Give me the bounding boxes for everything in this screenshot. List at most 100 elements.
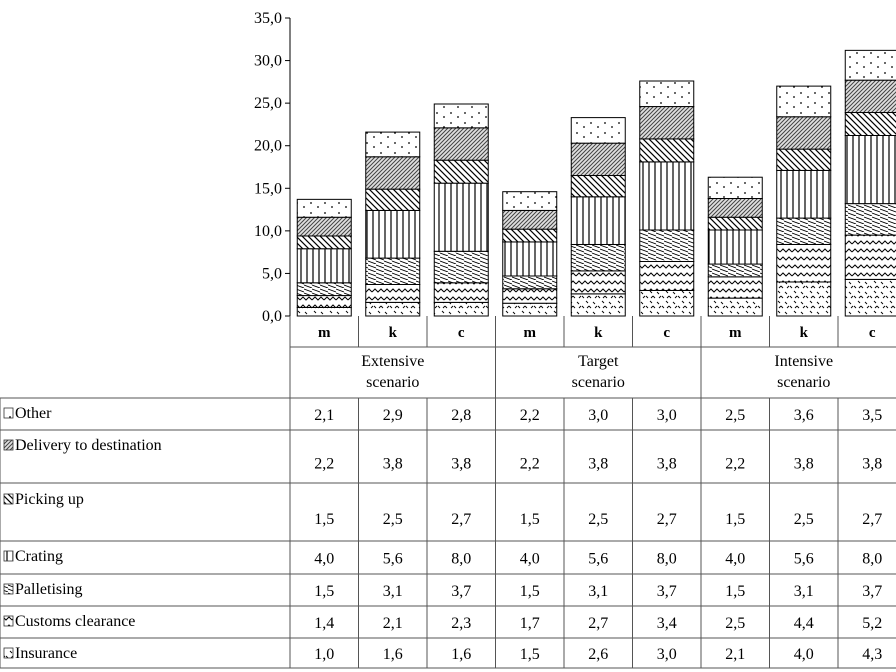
bar-segment-palletising bbox=[296, 282, 352, 297]
category-label: k bbox=[389, 325, 398, 341]
legend-label-insurance: Insurance bbox=[15, 645, 77, 662]
group-label: Target bbox=[578, 353, 619, 370]
bar-segment-customs-clearance bbox=[433, 282, 489, 303]
y-tick-label: 10,0 bbox=[254, 223, 282, 240]
value-cell: 3,0 bbox=[657, 646, 677, 663]
category-label: k bbox=[594, 325, 603, 341]
value-cell: 3,6 bbox=[794, 407, 814, 424]
legend-swatch-picking-up bbox=[3, 493, 14, 505]
value-cell: 3,8 bbox=[588, 456, 608, 473]
bar-segment-other bbox=[844, 49, 896, 81]
legend-label-palletising: Palletising bbox=[15, 581, 83, 598]
bar-segment-insurance bbox=[570, 293, 626, 317]
value-cell: 2,5 bbox=[588, 511, 608, 528]
value-cell: 1,7 bbox=[520, 615, 540, 632]
y-tick-label: 5,0 bbox=[262, 265, 282, 282]
value-cell: 8,0 bbox=[862, 551, 882, 568]
legend-label-other: Other bbox=[15, 405, 52, 422]
value-cell: 3,1 bbox=[588, 583, 608, 600]
bar-segment-crating bbox=[296, 248, 352, 284]
value-cell: 3,1 bbox=[383, 583, 403, 600]
bar-segment-palletising bbox=[502, 275, 558, 290]
bar-segment-picking-up bbox=[776, 148, 832, 171]
value-cell: 2,5 bbox=[383, 511, 403, 528]
legend-label-crating: Crating bbox=[15, 548, 63, 565]
value-cell: 2,2 bbox=[520, 407, 540, 424]
value-cell: 1,0 bbox=[314, 646, 334, 663]
bar-segment-customs-clearance bbox=[639, 261, 695, 291]
bar-segment-insurance bbox=[844, 278, 896, 317]
value-cell: 1,5 bbox=[725, 511, 745, 528]
value-cell: 5,6 bbox=[588, 551, 608, 568]
value-cell: 2,9 bbox=[383, 407, 403, 424]
value-cell: 4,3 bbox=[862, 646, 882, 663]
value-cell: 1,5 bbox=[314, 511, 334, 528]
y-tick-label: 15,0 bbox=[254, 180, 282, 197]
bar-segment-other bbox=[365, 131, 421, 158]
value-cell: 5,6 bbox=[794, 551, 814, 568]
group-label: scenario bbox=[777, 374, 830, 391]
value-cell: 8,0 bbox=[657, 551, 677, 568]
value-cell: 4,0 bbox=[314, 551, 334, 568]
bar-segment-picking-up bbox=[296, 235, 352, 250]
group-label: Extensive bbox=[361, 353, 424, 370]
bar-segment-insurance bbox=[707, 297, 763, 317]
value-cell: 5,2 bbox=[862, 615, 882, 632]
category-label: m bbox=[524, 325, 537, 341]
bar-segment-customs-clearance bbox=[365, 283, 421, 303]
bar-segment-crating bbox=[433, 182, 489, 252]
bar-segment-customs-clearance bbox=[570, 270, 626, 295]
value-cell: 2,8 bbox=[451, 407, 471, 424]
legend-swatch-other bbox=[3, 407, 14, 419]
bar-segment-customs-clearance bbox=[296, 295, 352, 308]
y-tick-label: 25,0 bbox=[254, 95, 282, 112]
y-tick-label: 0,0 bbox=[262, 308, 282, 325]
category-label: m bbox=[318, 325, 331, 341]
category-label: m bbox=[729, 325, 742, 341]
bar-segment-delivery-to-destination bbox=[433, 127, 489, 161]
value-cell: 2,2 bbox=[520, 456, 540, 473]
bar-segment-insurance bbox=[365, 301, 421, 317]
category-label: c bbox=[458, 325, 465, 341]
bar-segment-crating bbox=[707, 229, 763, 265]
category-label: k bbox=[800, 325, 809, 341]
bar-segment-crating bbox=[570, 196, 626, 245]
value-cell: 3,7 bbox=[657, 583, 677, 600]
value-cell: 2,7 bbox=[451, 511, 471, 528]
legend-swatch-crating bbox=[3, 550, 14, 562]
bar-segment-delivery-to-destination bbox=[707, 198, 763, 218]
value-cell: 1,4 bbox=[314, 615, 334, 632]
bar-segment-palletising bbox=[776, 217, 832, 245]
value-cell: 1,6 bbox=[383, 646, 403, 663]
value-cell: 2,1 bbox=[383, 615, 403, 632]
value-cell: 1,5 bbox=[520, 646, 540, 663]
legend-swatch-delivery-to-destination bbox=[3, 439, 14, 451]
value-cell: 2,5 bbox=[725, 407, 745, 424]
value-cell: 2,1 bbox=[314, 407, 334, 424]
bar-segment-other bbox=[433, 103, 489, 129]
bar-segment-palletising bbox=[639, 229, 695, 263]
value-cell: 3,0 bbox=[657, 407, 677, 424]
legend-swatch-insurance bbox=[3, 647, 14, 659]
bar-segment-other bbox=[570, 117, 626, 144]
bar-segment-insurance bbox=[502, 302, 558, 317]
value-cell: 2,7 bbox=[862, 511, 882, 528]
bar-segment-picking-up bbox=[707, 216, 763, 231]
value-cell: 2,2 bbox=[725, 456, 745, 473]
value-cell: 4,0 bbox=[725, 551, 745, 568]
value-cell: 5,6 bbox=[383, 551, 403, 568]
bar-segment-insurance bbox=[639, 289, 695, 317]
y-tick-label: 35,0 bbox=[254, 10, 282, 27]
value-cell: 3,8 bbox=[383, 456, 403, 473]
legend-swatch-customs-clearance bbox=[3, 615, 14, 627]
bar-segment-crating bbox=[365, 209, 421, 259]
value-cell: 2,7 bbox=[657, 511, 677, 528]
bar-segment-picking-up bbox=[502, 228, 558, 243]
bar-segment-delivery-to-destination bbox=[844, 79, 896, 114]
bar-segment-palletising bbox=[433, 250, 489, 284]
value-cell: 3,0 bbox=[588, 407, 608, 424]
bar-segment-delivery-to-destination bbox=[365, 156, 421, 190]
value-cell: 3,7 bbox=[451, 583, 471, 600]
legend-label-picking-up: Picking up bbox=[15, 491, 84, 508]
